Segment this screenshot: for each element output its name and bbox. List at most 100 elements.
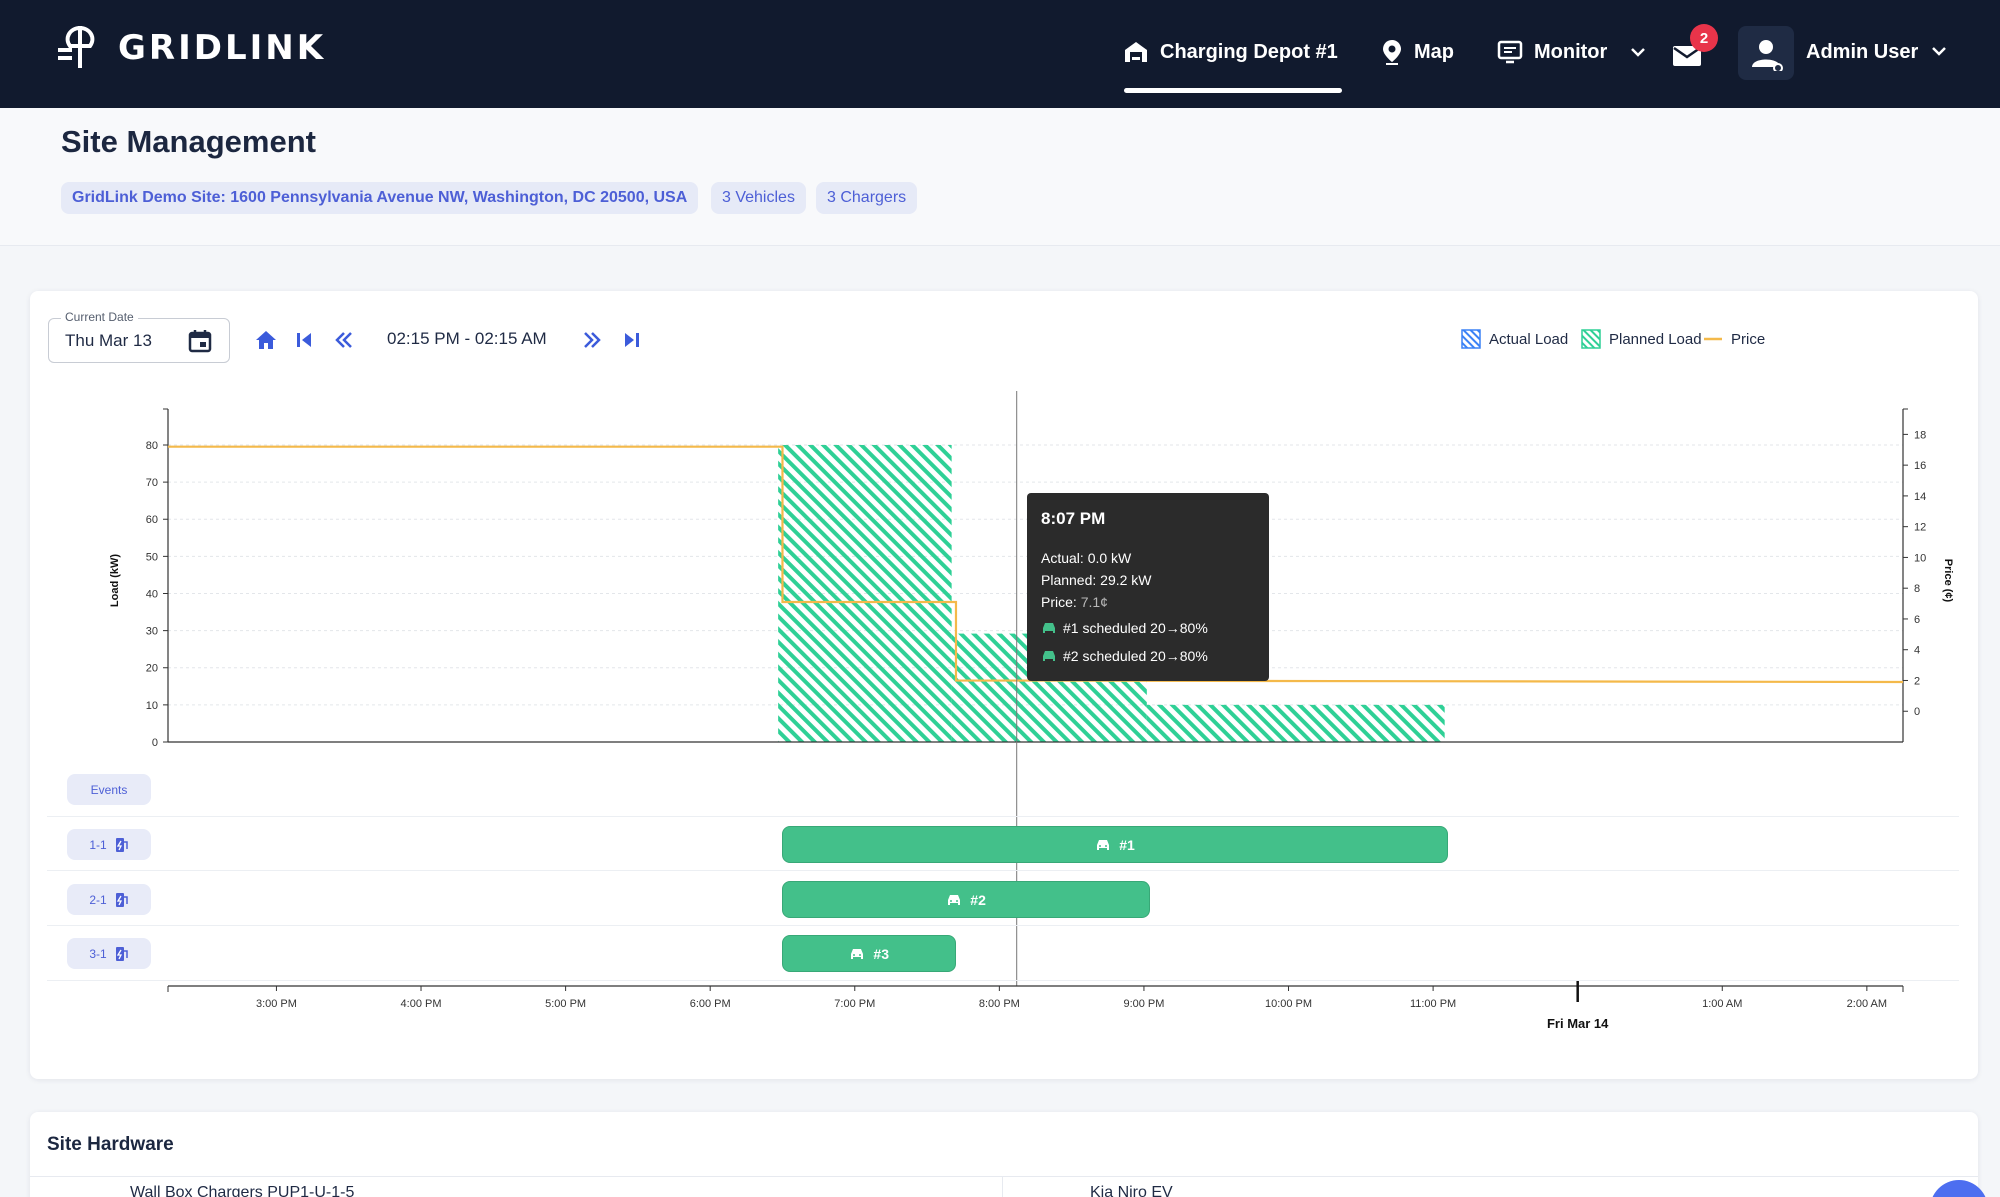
active-tab-indicator [1124,88,1342,93]
nav-map-label: Map [1414,40,1454,63]
charger-label-text: 1-1 [89,837,107,852]
tooltip-price: Price: 7.1¢ [1041,591,1255,613]
charger-icon [115,946,128,961]
car-icon [851,948,864,959]
x-tick-label: 3:00 PM [256,998,297,1010]
skip-start-icon [297,333,311,347]
row-divider [47,925,1959,926]
hardware-charger-item[interactable]: Wall Box Chargers PUP1-U-1-5 [130,1184,355,1197]
nav-monitor[interactable]: Monitor [1496,30,1649,74]
calendar-icon[interactable] [187,328,213,354]
session-bar-1[interactable]: #1 [782,826,1448,863]
date-label: Current Date [61,310,138,324]
brand-logo[interactable]: GRIDLINK [52,20,326,76]
session-label: #2 [970,891,986,908]
legend-actual[interactable]: Actual Load [1461,329,1568,349]
chart-tooltip: 8:07 PM Actual: 0.0 kW Planned: 29.2 kW … [1027,493,1269,681]
double-chevron-right-icon [584,332,601,348]
mail-icon [1673,46,1701,66]
first-page-button[interactable] [291,327,317,353]
load-price-chart[interactable]: 0 10 20 30 40 50 60 70 80 0 2 4 6 8 10 12 14 16 18 Load (kW… [30,291,1978,1079]
x-tick-label: 8:00 PM [979,998,1020,1010]
brand-name: GRIDLINK [118,28,327,68]
page-header: Site Management GridLink Demo Site: 1600… [0,108,2000,246]
next-button[interactable] [579,327,605,353]
charger-icon [115,837,128,852]
y2-tick-label: 8 [1914,583,1920,595]
tooltip-schedule-2: #2 scheduled 20→80% [1041,643,1255,669]
nav-site-charging-depot[interactable]: Charging Depot #1 [1122,30,1338,74]
tooltip-schedule-1: #1 scheduled 20→80% [1041,615,1255,641]
page-title: Site Management [61,124,316,159]
garage-icon [1125,42,1147,62]
x-tick-label: 2:00 AM [1847,998,1887,1010]
vehicles-chip[interactable]: 3 Vehicles [711,182,806,214]
date-value: Thu Mar 13 [65,331,152,350]
legend-planned-label: Planned Load [1609,330,1702,348]
x-tick-label: 4:00 PM [401,998,442,1010]
prev-button[interactable] [331,327,357,353]
y2-tick-label: 4 [1914,645,1920,657]
row-divider [47,870,1959,871]
y2-tick-label: 2 [1914,675,1920,687]
hardware-vehicle-item[interactable]: Kia Niro EV [1090,1184,1173,1197]
plug-leaf-icon [58,25,95,68]
x-tick-label: 1:00 AM [1702,998,1742,1010]
car-icon [948,894,961,905]
nav-monitor-label: Monitor [1534,40,1608,63]
floating-action-button[interactable] [1930,1180,1988,1197]
site-hardware-card: Site Hardware Wall Box Chargers PUP1-U-1… [30,1112,1978,1197]
avatar[interactable] [1738,26,1794,80]
x-tick-label: 10:00 PM [1265,998,1312,1010]
events-row-label[interactable]: Events [67,774,151,805]
y2-axis-title: Price (¢) [1942,559,1954,603]
charger-label-text: 3-1 [89,946,107,961]
session-bar-2[interactable]: #2 [782,881,1150,918]
car-icon [1043,651,1055,661]
nav-map[interactable]: Map [1380,30,1454,74]
top-nav: GRIDLINK Charging Depot #1 Map Monitor [0,0,2000,108]
price-line-swatch [1704,337,1722,341]
y2-tick-label: 14 [1914,491,1926,503]
tooltip-price-value: 7.1¢ [1080,594,1108,610]
site-hardware-title: Site Hardware [47,1134,174,1155]
chevron-down-icon [1932,47,1947,56]
tooltip-actual: Actual: 0.0 kW [1041,550,1132,566]
legend-price[interactable]: Price [1703,329,1765,349]
y-tick-label: 70 [146,477,158,489]
tooltip-schedule-2-text: #2 scheduled 20→80% [1063,648,1208,664]
y2-tick-label: 0 [1914,706,1920,718]
y-tick-label: 60 [146,514,158,526]
y2-tick-label: 18 [1914,429,1926,441]
y2-tick-label: 10 [1914,552,1926,564]
tooltip-schedule-1-text: #1 scheduled 20→80% [1063,620,1208,636]
home-button[interactable] [253,327,279,353]
load-chart-card: Current Date Thu Mar 13 02:15 PM - 02:15… [30,291,1978,1079]
user-name: Admin User [1806,40,1919,63]
x-tick-label: 11:00 PM [1410,998,1456,1010]
tooltip-time: 8:07 PM [1041,509,1106,528]
session-label: #3 [873,945,889,962]
charger-row-label-3-1[interactable]: 3-1 [67,938,151,969]
day-marker-label: Fri Mar 14 [1547,1016,1609,1031]
date-picker[interactable]: Current Date Thu Mar 13 [48,310,230,363]
charger-row-label-2-1[interactable]: 2-1 [67,884,151,915]
double-chevron-left-icon [335,332,352,348]
charger-row-label-1-1[interactable]: 1-1 [67,829,151,860]
monitor-icon [1497,40,1523,64]
car-icon [1097,839,1110,850]
chargers-chip[interactable]: 3 Chargers [816,182,918,214]
time-range: 02:15 PM - 02:15 AM [387,329,547,348]
y2-tick-label: 12 [1914,522,1926,534]
site-address-chip[interactable]: GridLink Demo Site: 1600 Pennsylvania Av… [61,182,699,214]
x-tick-label: 9:00 PM [1123,998,1164,1010]
map-pin-icon [1383,40,1401,65]
user-menu[interactable]: Admin User [1806,30,1950,74]
row-divider [47,980,1959,981]
session-bar-3[interactable]: #3 [782,935,956,972]
y2-tick-label: 16 [1914,460,1926,472]
last-page-button[interactable] [619,327,645,353]
legend-planned[interactable]: Planned Load [1581,329,1702,349]
planned-load-block [1146,704,1445,742]
mail-button[interactable] [1672,34,1702,78]
